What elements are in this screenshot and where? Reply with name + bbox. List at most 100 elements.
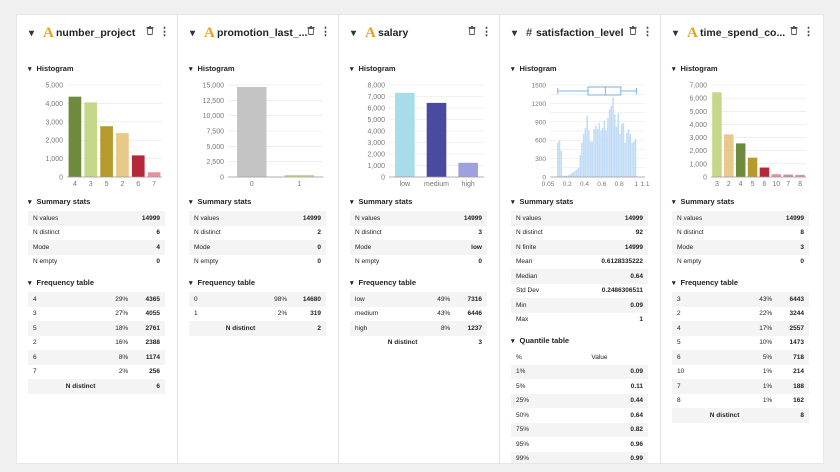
histogram-bar[interactable] <box>147 172 161 177</box>
more-options-icon[interactable]: ⋮ <box>803 26 814 38</box>
trash-icon[interactable] <box>790 26 798 37</box>
histogram-bar[interactable] <box>622 123 625 177</box>
histogram-bar[interactable] <box>603 120 606 177</box>
histogram-bar[interactable] <box>593 129 595 177</box>
trash-icon[interactable] <box>468 26 476 37</box>
histogram-bar[interactable] <box>627 129 630 177</box>
histogram-bar[interactable] <box>570 173 573 177</box>
histogram-bar[interactable] <box>100 126 113 177</box>
histogram-bar[interactable] <box>594 125 597 177</box>
histogram-bar[interactable] <box>613 114 616 177</box>
more-options-icon[interactable]: ⋮ <box>642 26 653 38</box>
histogram-bar[interactable] <box>581 142 583 177</box>
histogram-bar[interactable] <box>624 142 626 177</box>
histogram-bar[interactable] <box>131 155 145 177</box>
chevron-down-icon[interactable]: ▾ <box>190 27 196 39</box>
histogram-bar[interactable] <box>556 142 559 177</box>
histogram-bar[interactable] <box>629 134 632 177</box>
histogram-bar[interactable] <box>610 105 613 177</box>
histogram-bar[interactable] <box>584 127 587 177</box>
quantile-table-section-toggle[interactable]: ▾ Quantile table <box>511 336 569 345</box>
histogram-bar[interactable] <box>607 118 609 177</box>
histogram-section-toggle[interactable]: ▾ Histogram <box>511 64 557 73</box>
histogram-section-toggle[interactable]: ▾ Histogram <box>672 64 718 73</box>
histogram-bar[interactable] <box>575 169 578 177</box>
histogram-bar[interactable] <box>577 167 580 177</box>
histogram-bar[interactable] <box>634 138 637 177</box>
histogram-bar[interactable] <box>759 167 770 177</box>
histogram-bar[interactable] <box>284 175 314 177</box>
histogram-bar[interactable] <box>596 129 599 177</box>
histogram-bar[interactable] <box>771 174 782 177</box>
histogram-bar[interactable] <box>631 142 633 177</box>
histogram-section-toggle[interactable]: ▾ Histogram <box>350 64 396 73</box>
summary-stats-section-toggle[interactable]: ▾ Summary stats <box>350 197 412 206</box>
histogram-bar[interactable] <box>605 130 607 177</box>
histogram-bar[interactable] <box>608 109 611 177</box>
category-percent: 29% <box>103 292 134 307</box>
histogram-bar[interactable] <box>712 92 722 177</box>
table-row: N empty 0 <box>672 255 809 270</box>
chevron-down-icon[interactable]: ▾ <box>351 27 357 39</box>
histogram-bar[interactable] <box>116 133 129 177</box>
more-options-icon[interactable]: ⋮ <box>481 26 492 38</box>
trash-icon[interactable] <box>629 26 637 37</box>
summary-stats-section-toggle[interactable]: ▾ Summary stats <box>672 197 734 206</box>
histogram-bar[interactable] <box>591 141 594 177</box>
histogram-bar[interactable] <box>600 130 602 177</box>
category-count: 718 <box>777 350 809 365</box>
histogram-bar[interactable] <box>783 174 793 177</box>
more-options-icon[interactable]: ⋮ <box>159 26 170 38</box>
histogram-bar[interactable] <box>582 134 585 177</box>
histogram-bar[interactable] <box>588 130 590 177</box>
chevron-down-icon[interactable]: ▾ <box>512 27 518 39</box>
histogram-bar[interactable] <box>626 132 628 177</box>
trash-icon[interactable] <box>146 26 154 37</box>
frequency-table-section-toggle[interactable]: ▾ Frequency table <box>189 278 255 287</box>
histogram-section-toggle[interactable]: ▾ Histogram <box>189 64 235 73</box>
histogram-bar[interactable] <box>84 102 98 177</box>
frequency-table-section-toggle[interactable]: ▾ Frequency table <box>672 278 738 287</box>
chevron-down-icon[interactable]: ▾ <box>29 27 35 39</box>
histogram-bar[interactable] <box>632 141 635 177</box>
histogram-bar[interactable] <box>612 97 614 177</box>
trash-icon[interactable] <box>307 26 315 37</box>
histogram-bar[interactable] <box>562 175 564 177</box>
histogram-bar[interactable] <box>615 126 618 177</box>
histogram-bar[interactable] <box>586 115 588 177</box>
histogram-bar[interactable] <box>589 141 592 177</box>
summary-stats-section-toggle[interactable]: ▾ Summary stats <box>511 197 573 206</box>
histogram-bar[interactable] <box>458 162 478 177</box>
histogram-bar[interactable] <box>617 113 620 177</box>
histogram-bar[interactable] <box>569 174 571 177</box>
histogram-bar[interactable] <box>68 96 82 177</box>
histogram-bar[interactable] <box>620 124 623 177</box>
histogram-bar[interactable] <box>619 134 621 177</box>
histogram-bar[interactable] <box>565 175 568 177</box>
summary-stats-section-toggle[interactable]: ▾ Summary stats <box>189 197 251 206</box>
histogram-bar[interactable] <box>601 127 604 177</box>
frequency-table-section-toggle[interactable]: ▾ Frequency table <box>350 278 416 287</box>
histogram-bar[interactable] <box>735 143 746 177</box>
histogram-bar[interactable] <box>795 174 805 177</box>
histogram-bar[interactable] <box>426 102 447 177</box>
histogram-bar[interactable] <box>560 150 563 177</box>
histogram-bar[interactable] <box>563 175 566 177</box>
summary-stats-section-toggle[interactable]: ▾ Summary stats <box>28 197 90 206</box>
table-row: medium 43% 6446 <box>350 307 487 322</box>
histogram-bar[interactable] <box>572 172 575 177</box>
histogram-bar[interactable] <box>567 175 569 177</box>
chevron-down-icon[interactable]: ▾ <box>673 27 679 39</box>
histogram-bar[interactable] <box>395 92 415 177</box>
more-options-icon[interactable]: ⋮ <box>320 26 331 38</box>
histogram-section-toggle[interactable]: ▾ Histogram <box>28 64 74 73</box>
histogram-bar[interactable] <box>579 154 582 177</box>
histogram-bar[interactable] <box>598 123 601 177</box>
histogram-bar[interactable] <box>747 157 758 177</box>
histogram-bar[interactable] <box>237 86 267 177</box>
histogram-bar[interactable] <box>724 134 734 177</box>
frequency-table-section-toggle[interactable]: ▾ Frequency table <box>28 278 94 287</box>
histogram-bar[interactable] <box>558 140 561 177</box>
histogram-bar[interactable] <box>574 170 576 177</box>
